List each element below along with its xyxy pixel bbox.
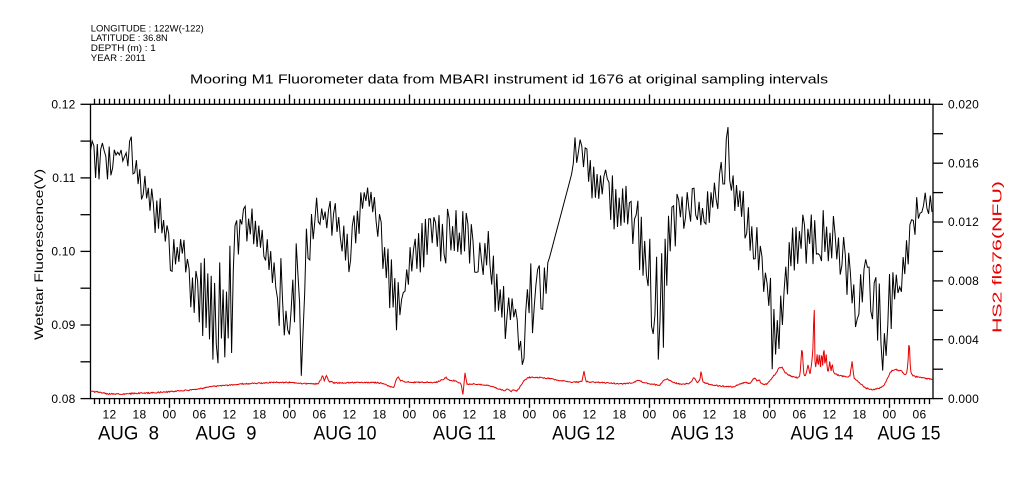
svg-text:0.12: 0.12: [51, 98, 75, 112]
svg-text:00: 00: [163, 407, 177, 421]
svg-text:00: 00: [643, 407, 657, 421]
svg-text:0.016: 0.016: [948, 156, 979, 170]
svg-text:AUG 11: AUG 11: [433, 422, 496, 444]
svg-text:18: 18: [733, 407, 747, 421]
svg-text:0.000: 0.000: [948, 392, 979, 406]
svg-text:06: 06: [793, 407, 807, 421]
svg-text:LATITUDE : 36.8N: LATITUDE : 36.8N: [91, 33, 168, 44]
svg-text:AUG 10: AUG 10: [314, 422, 377, 444]
svg-text:AUG 9: AUG 9: [196, 422, 257, 444]
svg-text:18: 18: [373, 407, 387, 421]
svg-text:00: 00: [883, 407, 897, 421]
svg-text:DEPTH (m) : 1: DEPTH (m) : 1: [91, 43, 156, 54]
svg-text:0.020: 0.020: [948, 98, 979, 112]
svg-text:12: 12: [343, 407, 357, 421]
svg-text:18: 18: [253, 407, 267, 421]
svg-text:AUG 8: AUG 8: [98, 422, 159, 444]
svg-text:YEAR : 2011: YEAR : 2011: [91, 53, 146, 64]
svg-text:12: 12: [463, 407, 477, 421]
svg-text:18: 18: [493, 407, 507, 421]
svg-text:0.012: 0.012: [948, 215, 979, 229]
svg-text:AUG 15: AUG 15: [878, 422, 941, 444]
svg-text:06: 06: [913, 407, 927, 421]
svg-text:18: 18: [853, 407, 867, 421]
svg-text:12: 12: [103, 407, 117, 421]
svg-text:18: 18: [613, 407, 627, 421]
svg-text:AUG 12: AUG 12: [552, 422, 615, 444]
svg-text:00: 00: [523, 407, 537, 421]
svg-text:12: 12: [703, 407, 717, 421]
svg-text:12: 12: [823, 407, 837, 421]
svg-text:0.008: 0.008: [948, 274, 979, 288]
svg-text:06: 06: [553, 407, 567, 421]
svg-text:06: 06: [433, 407, 447, 421]
svg-text:18: 18: [133, 407, 147, 421]
svg-text:12: 12: [583, 407, 597, 421]
svg-text:06: 06: [313, 407, 327, 421]
svg-text:00: 00: [403, 407, 417, 421]
svg-text:0.09: 0.09: [51, 318, 75, 332]
svg-text:06: 06: [193, 407, 207, 421]
svg-text:LONGITUDE : 122W(-122): LONGITUDE : 122W(-122): [91, 23, 204, 34]
svg-text:AUG 14: AUG 14: [791, 422, 854, 444]
svg-text:0.10: 0.10: [51, 245, 75, 259]
svg-text:00: 00: [283, 407, 297, 421]
svg-text:12: 12: [223, 407, 237, 421]
svg-text:06: 06: [673, 407, 687, 421]
svg-text:0.08: 0.08: [51, 392, 75, 406]
svg-text:0.11: 0.11: [52, 171, 75, 185]
svg-text:Mooring M1 Fluorometer data fr: Mooring M1 Fluorometer data from MBARI i…: [190, 71, 829, 86]
svg-text:Wetstar Fluorescence(V): Wetstar Fluorescence(V): [32, 169, 46, 340]
svg-text:HS2 fl676(NFU): HS2 fl676(NFU): [989, 181, 1004, 333]
svg-text:AUG 13: AUG 13: [671, 422, 734, 444]
svg-text:0.004: 0.004: [948, 333, 979, 347]
svg-text:00: 00: [763, 407, 777, 421]
